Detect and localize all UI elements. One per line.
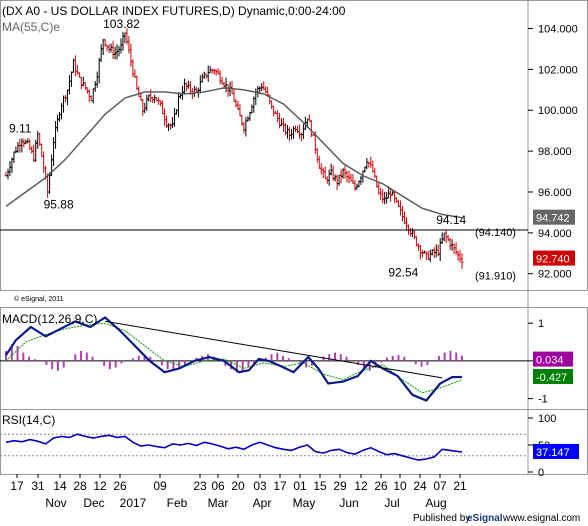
price-y-tick-label: 94.000 <box>538 228 572 240</box>
x-tick-label: 15 <box>313 479 327 493</box>
price-y-tick-label: 92.000 <box>538 269 572 281</box>
price-last-value-label: 92.740 <box>536 254 570 266</box>
price-last-values: 94.742 92.740 <box>533 209 575 266</box>
x-month-label: Jul <box>384 496 399 510</box>
support-line-label: (94.140) <box>475 227 516 239</box>
x-tick-label: 26 <box>374 479 388 493</box>
chart-title: (DX A0 - US DOLLAR INDEX FUTURES,D) Dyna… <box>2 4 346 18</box>
x-month-label: Dec <box>83 496 104 510</box>
price-panel <box>0 0 588 291</box>
x-tick-label: 26 <box>113 479 127 493</box>
macd-histogram <box>5 344 463 373</box>
price-y-tick-label: 100.000 <box>538 105 578 117</box>
price-annotation: 92.54 <box>388 266 418 280</box>
macd-last-value-label: 0.034 <box>536 355 564 367</box>
ma-line <box>5 87 463 219</box>
x-month-label: Apr <box>253 496 272 510</box>
macd-lines <box>5 316 463 402</box>
x-month-label: 2017 <box>120 496 147 510</box>
x-tick-label: 01 <box>293 479 307 493</box>
x-tick-label: 17 <box>10 479 24 493</box>
rsi-y-tick-label: 100 <box>538 413 556 425</box>
x-tick-label: 09 <box>153 479 167 493</box>
rsi-last-value-box <box>533 443 579 459</box>
x-tick-label: 14 <box>53 479 67 493</box>
x-tick-label: 21 <box>453 479 467 493</box>
rsi-last-value-label: 37.147 <box>536 447 570 459</box>
ma55-line <box>5 87 463 219</box>
macd-last-value-label: -0.427 <box>536 372 567 384</box>
x-month-label: Feb <box>167 496 188 510</box>
x-tick-label: 12 <box>93 479 107 493</box>
rsi-y-tick-label: 0 <box>538 467 544 479</box>
x-month-label: May <box>293 496 316 510</box>
ma-label: MA(55,C)e <box>2 20 60 34</box>
price-bars <box>4 28 464 269</box>
price-annotations: 103.82 9.11 95.88 94.14 92.54 <box>9 17 467 279</box>
x-tick-label: 10 <box>393 479 407 493</box>
price-last-value-box <box>533 250 575 266</box>
price-y-tick-label: 96.000 <box>538 187 572 199</box>
x-month-label: Nov <box>45 496 66 510</box>
footer-brand: eSignal <box>467 513 503 524</box>
x-tick-label: 17 <box>273 479 287 493</box>
rsi-line <box>5 433 463 461</box>
footer-published-by: Published by <box>413 513 470 524</box>
macd-y-tick-label: 1 <box>538 318 544 330</box>
rsi-line <box>5 433 463 461</box>
rsi-title: RSI(14,C) <box>2 413 55 427</box>
x-month-label: Aug <box>425 496 446 510</box>
macd-last-value-box <box>533 368 573 384</box>
x-tick-label: 31 <box>31 479 45 493</box>
rsi-last-values: 37.147 <box>533 443 579 459</box>
price-annotation: 94.14 <box>436 213 466 227</box>
rsi-panel <box>0 409 588 475</box>
price-annotation: 9.11 <box>9 121 32 135</box>
x-tick-label: 24 <box>413 479 427 493</box>
x-tick-label: 07 <box>433 479 447 493</box>
low-target-label: (91.910) <box>475 271 516 283</box>
macd-signal-line <box>5 322 463 394</box>
x-tick-label: 06 <box>211 479 225 493</box>
x-tick-label: 03 <box>253 479 267 493</box>
esignal-footnote: © eSignal, 2011 <box>14 295 64 303</box>
macd-last-value-box <box>533 351 573 367</box>
macd-trendline <box>105 320 443 379</box>
price-last-value-box <box>533 209 575 225</box>
price-y-axis: 104.000102.000100.00098.00096.00094.0009… <box>528 24 578 281</box>
price-last-value-label: 94.742 <box>536 213 570 225</box>
macd-last-values: 0.034 -0.427 <box>533 351 573 384</box>
macd-panel <box>0 307 588 410</box>
x-month-label: Jun <box>339 496 358 510</box>
price-annotation: 95.88 <box>44 197 74 211</box>
support-line: (94.140) (91.910) <box>0 227 528 283</box>
x-tick-label: 29 <box>333 479 347 493</box>
macd-title: MACD(12,26,9,C) <box>2 312 97 326</box>
x-axis-ticks: 17 31 14 28 12 26 09 23 06 20 03 17 01 15 29 12 26 10 24 07… <box>10 474 467 493</box>
x-tick-label: 20 <box>231 479 245 493</box>
x-tick-label: 12 <box>354 479 368 493</box>
macd-line <box>5 316 463 402</box>
footer-site: www.esignal.com <box>502 513 580 524</box>
x-tick-label: 23 <box>193 479 207 493</box>
price-y-tick-label: 98.000 <box>538 146 572 158</box>
x-axis-months: Nov Dec 2017 Feb Mar Apr May Jun Jul Aug <box>45 496 446 510</box>
rsi-grid <box>0 433 528 457</box>
price-annotation: 103.82 <box>103 17 140 31</box>
x-month-label: Mar <box>208 496 229 510</box>
macd-y-tick-label: -1 <box>538 394 548 406</box>
x-tick-label: 28 <box>73 479 87 493</box>
price-y-tick-label: 102.000 <box>538 64 578 76</box>
price-y-tick-label: 104.000 <box>538 24 578 36</box>
